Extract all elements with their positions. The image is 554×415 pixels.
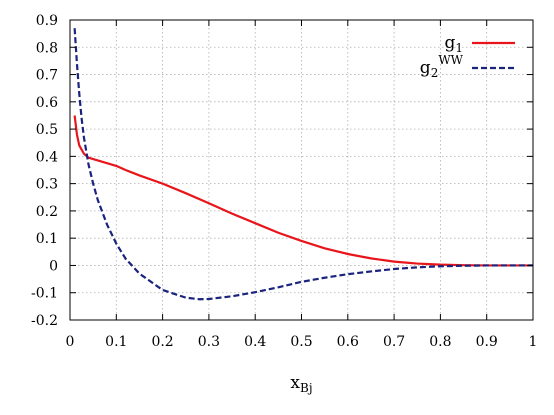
ticks: 0 0.1 0.2 0.3 0.4 0.5 0.6 0.7 0.8 0.9 1 -0.2 -0.1 0 0.… (31, 13, 537, 350)
series-line-2 (73, 28, 533, 301)
x-tick-label: 0.2 (151, 334, 173, 350)
x-axis-title-sub: Bj (300, 381, 313, 395)
y-tick-label: -0.1 (31, 286, 58, 302)
x-tick-label: 0.5 (290, 334, 312, 350)
x-tick-label: 0 (66, 334, 75, 350)
y-tick-label: 0 (49, 258, 58, 274)
x-tick-label: 1 (529, 334, 538, 350)
y-tick-label: 0.8 (36, 40, 58, 56)
series-line-1 (73, 115, 533, 267)
series-layer (73, 28, 533, 301)
x-tick-label: 0.4 (244, 334, 266, 350)
y-tick-label: 0.2 (36, 204, 58, 220)
legend-label-2: g2WW (420, 53, 464, 80)
x-tick-label: 0.6 (337, 334, 359, 350)
x-tick-label: 0.9 (476, 334, 498, 350)
y-tick-label: -0.2 (31, 313, 58, 329)
y-tick-label: 0.3 (36, 177, 58, 193)
x-tick-label: 0.1 (105, 334, 127, 350)
legend-label-sup: WW (438, 53, 463, 67)
y-tick-label: 0.7 (36, 68, 58, 84)
legend-label-base: g (420, 58, 431, 78)
legend-label-sub: 2 (431, 66, 439, 80)
y-tick-label: 0.5 (36, 122, 58, 138)
x-tick-label: 0.8 (429, 334, 451, 350)
x-axis-title: xBj (290, 373, 312, 395)
legend-label-1: g1 (444, 33, 463, 55)
grid (70, 20, 533, 320)
legend-label-sub: 1 (455, 41, 463, 55)
x-axis-title-main: x (290, 373, 300, 393)
y-tick-label: 0.4 (36, 149, 58, 165)
y-tick-label: 0.9 (36, 13, 58, 29)
x-tick-label: 0.7 (383, 334, 405, 350)
y-tick-label: 0.1 (36, 231, 58, 247)
legend-label-base: g (444, 33, 455, 53)
x-tick-label: 0.3 (198, 334, 220, 350)
y-tick-label: 0.6 (36, 95, 58, 111)
